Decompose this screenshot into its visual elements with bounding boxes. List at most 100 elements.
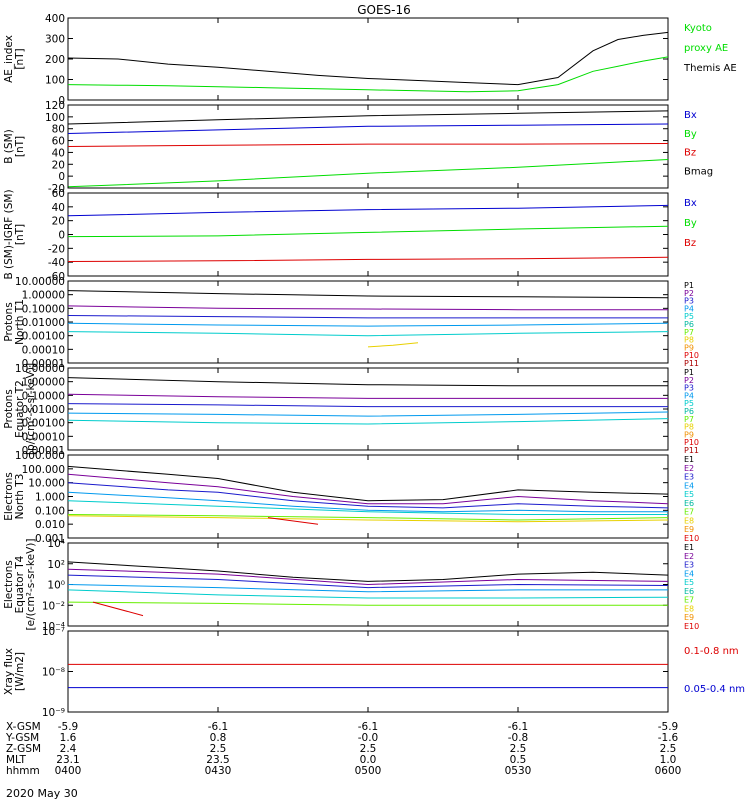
y-tick-label: 10.00000 xyxy=(15,363,65,375)
y-axis-label: North T3 xyxy=(14,474,26,520)
series-line-4 xyxy=(67,159,669,188)
x-row-label: Y-GSM xyxy=(5,732,39,744)
series-line-1 xyxy=(67,290,669,299)
x-row-value: 2.5 xyxy=(210,743,227,755)
x-row-value: -6.1 xyxy=(508,721,529,733)
legend-entry: P7 xyxy=(684,328,694,337)
x-row-value: -5.9 xyxy=(658,721,679,733)
x-row-value: -6.1 xyxy=(208,721,229,733)
y-axis-label: [p/(cm²-s-sr-keV)] xyxy=(25,363,37,455)
y-axis-label: B (SM)-IGRF (SM) xyxy=(3,189,15,279)
y-axis-label: North T1 xyxy=(14,299,26,345)
legend-entry: Themis AE xyxy=(683,63,737,74)
legend-entry: P6 xyxy=(684,407,694,416)
y-tick-label: 0 xyxy=(58,230,65,242)
y-axis-label: [nT] xyxy=(14,224,26,245)
series-line-3 xyxy=(67,403,668,408)
y-tick-label: 0.100 xyxy=(35,505,65,517)
series-line-4 xyxy=(67,411,669,417)
panel-frame xyxy=(67,630,669,713)
panel-frame xyxy=(67,280,669,364)
series-line-1 xyxy=(67,31,669,86)
legend-entry: E10 xyxy=(684,622,699,631)
y-axis-label: [nT] xyxy=(14,48,26,69)
series-line-2 xyxy=(67,225,669,238)
legend-entry: P9 xyxy=(684,343,694,352)
legend-entry: Bz xyxy=(684,148,696,159)
panel-1: 0 100 200 300 400 AE_index [nT] Kyoto proxy AE Th… xyxy=(3,13,737,107)
x-row-value: 2.5 xyxy=(660,743,677,755)
y-tick-label: 1.00000 xyxy=(22,377,65,389)
legend-entry: E3 xyxy=(684,473,694,482)
series-line-1 xyxy=(67,204,669,217)
x-row-value: 1.0 xyxy=(660,754,677,766)
legend-entry: E2 xyxy=(684,464,694,473)
series-line-4 xyxy=(67,584,668,593)
legend-entry: P10 xyxy=(684,438,699,447)
legend-entry: P7 xyxy=(684,415,694,424)
legend-entry: E7 xyxy=(684,508,694,517)
y-axis-label: Equator T2 xyxy=(14,380,26,438)
legend-entry: P10 xyxy=(684,351,699,360)
x-row-value: 0600 xyxy=(655,765,682,777)
x-axis-table: X-GSM -5.9 -6.1 -6.1 -6.1 -5.9 Y-GSM 1.6 0.8 -0.0… xyxy=(5,721,681,777)
x-row-value: 2.5 xyxy=(510,743,527,755)
y-tick-label: 0 xyxy=(58,95,65,107)
series-line-8 xyxy=(267,517,319,525)
legend-entry: E8 xyxy=(684,604,694,613)
series-line-2 xyxy=(67,568,669,586)
legend-entry: P5 xyxy=(684,399,694,408)
y-tick-label: 0.00100 xyxy=(22,331,65,343)
y-tick-label: 0.01000 xyxy=(22,317,65,329)
y-tick-label: 0.00010 xyxy=(22,344,65,356)
x-row-value: -6.1 xyxy=(358,721,379,733)
panel-7: 10⁻⁴ 10⁻² 10⁰ 10² 10⁴ Electrons Equator T4 [e/(… xyxy=(3,538,699,633)
y-tick-label: 10² xyxy=(47,559,65,571)
y-tick-label: 10⁻⁷ xyxy=(42,626,65,638)
x-row-value: 0530 xyxy=(505,765,532,777)
y-tick-label: 60 xyxy=(52,188,65,200)
series-line-6 xyxy=(367,342,419,348)
chart-title: GOES-16 xyxy=(357,3,411,17)
y-axis-label: Equator T4 xyxy=(14,555,26,613)
y-axis-label: [e/(cm²-s-sr-keV)] xyxy=(25,539,37,631)
series-line-3 xyxy=(67,315,668,319)
y-tick-label: 300 xyxy=(45,34,65,46)
y-tick-label: -60 xyxy=(48,271,65,283)
x-row-value: 2.5 xyxy=(360,743,377,755)
y-tick-label: -40 xyxy=(48,257,65,269)
series-line-2 xyxy=(67,305,668,311)
y-tick-label: 0.00001 xyxy=(22,445,65,457)
series-line-1 xyxy=(67,465,669,502)
panel-frame xyxy=(67,454,669,539)
series-line-1 xyxy=(67,377,668,387)
legend-entry: P1 xyxy=(684,368,694,377)
series-line-6 xyxy=(67,514,669,521)
legend-entry: P3 xyxy=(684,297,694,306)
x-row-value: 2.4 xyxy=(60,743,77,755)
y-axis-label: Xray flux xyxy=(3,648,15,695)
y-tick-label: 80 xyxy=(52,124,65,136)
x-row-value: 0.5 xyxy=(510,754,527,766)
x-row-label: MLT xyxy=(6,754,26,766)
series-line-3 xyxy=(67,256,669,262)
legend-entry: P2 xyxy=(684,289,694,298)
y-tick-label: 20 xyxy=(52,216,65,228)
legend-entry: Bz xyxy=(684,238,696,249)
legend-entry: E7 xyxy=(684,596,694,605)
series-line-3 xyxy=(67,482,669,509)
y-axis-label: Electrons xyxy=(3,472,15,521)
x-row-value: 23.5 xyxy=(206,754,229,766)
y-axis-label: [W/m2] xyxy=(14,652,26,691)
y-tick-label: 0.01000 xyxy=(22,404,65,416)
legend-entry: P4 xyxy=(684,391,694,400)
legend-entry: E5 xyxy=(684,490,694,499)
y-tick-label: 0.10000 xyxy=(22,390,65,402)
legend-entry: P11 xyxy=(684,359,699,368)
y-axis-label: [nT] xyxy=(14,136,26,157)
series-line-2 xyxy=(67,56,669,93)
legend-entry: E4 xyxy=(684,569,694,578)
